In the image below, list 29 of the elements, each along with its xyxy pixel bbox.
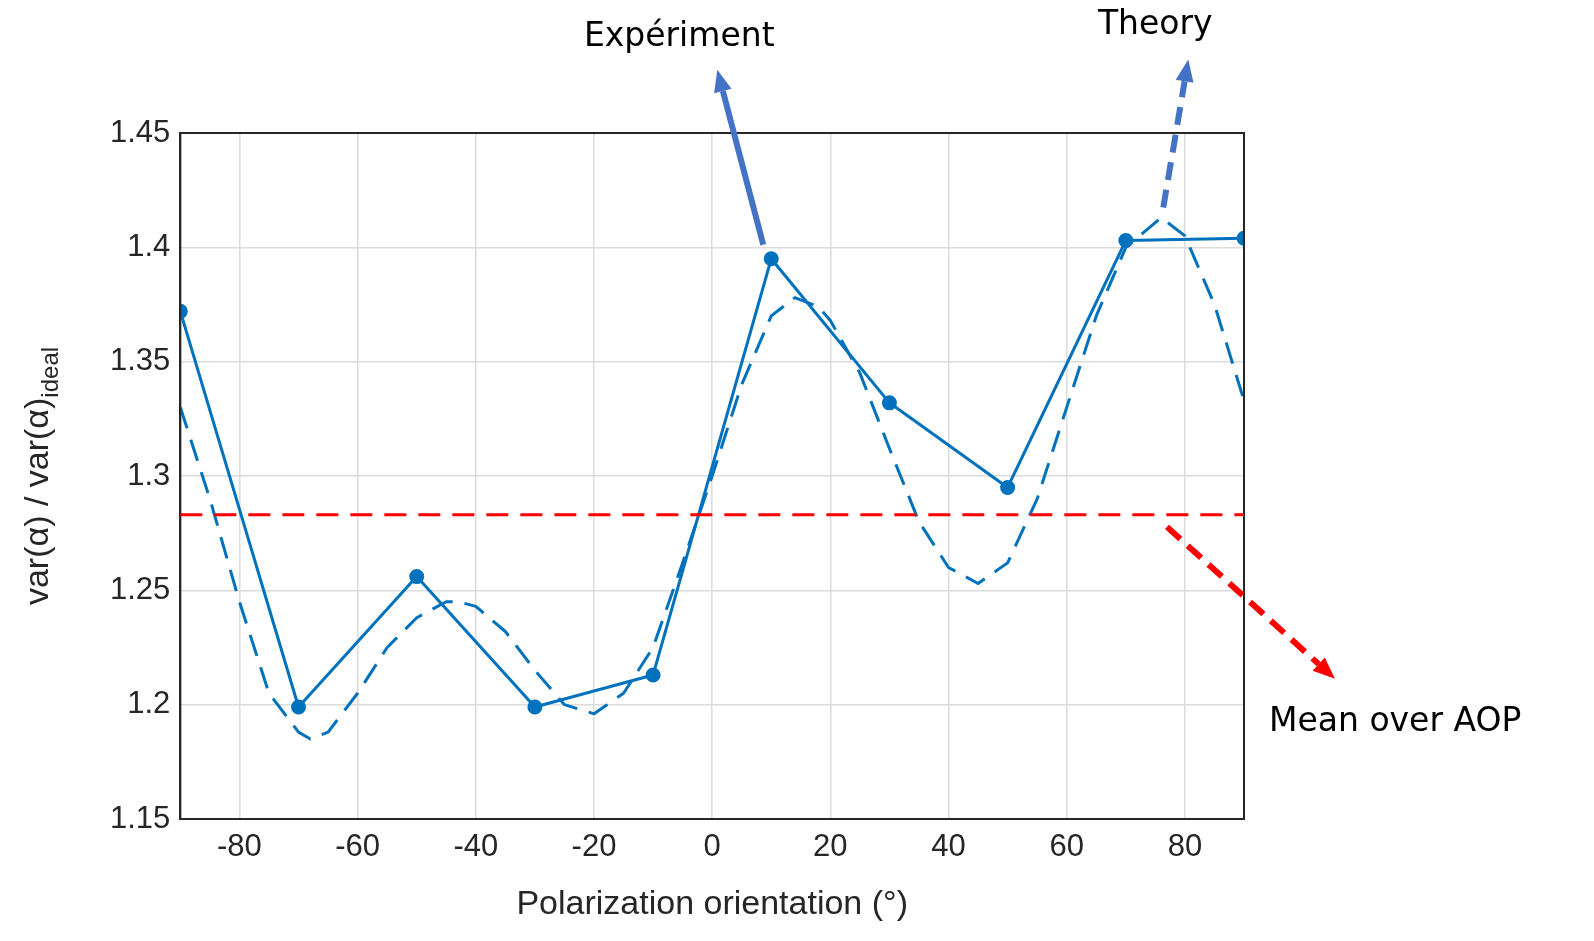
x-axis-title: Polarization orientation (°) (516, 882, 908, 921)
point (1000, 479, 1016, 495)
point (881, 395, 897, 411)
x-tick-label: 60 (1049, 828, 1084, 864)
y-tick-label: 1.3 (127, 456, 171, 492)
text: Mean over AOP (1269, 699, 1522, 739)
text: Theory (1096, 2, 1213, 42)
x-tick-label: -60 (335, 828, 381, 864)
y-tick-label: 1.35 (109, 342, 171, 378)
y-axis-title: var(α) / var(α)ideal (17, 346, 63, 606)
point (645, 667, 661, 683)
y-tick-label: 1.15 (109, 799, 171, 835)
x-tick-label: -20 (571, 828, 617, 864)
point (409, 569, 425, 585)
point (763, 251, 779, 267)
point (1118, 232, 1134, 248)
x-tick-label: 40 (931, 828, 966, 864)
point (291, 699, 307, 715)
x-tick-label: 80 (1167, 828, 1203, 864)
x-tick-label: 0 (703, 828, 721, 864)
y-tick-label: 1.2 (127, 685, 171, 721)
x-tick-label: 20 (813, 828, 848, 864)
text: Expériment (583, 14, 775, 54)
y-tick-label: 1.45 (109, 113, 171, 149)
y-tick-label: 1.25 (109, 570, 171, 606)
y-tick-label: 1.4 (127, 227, 171, 263)
point (527, 699, 543, 715)
x-tick-label: -80 (217, 828, 262, 864)
x-tick-label: -40 (453, 828, 499, 864)
